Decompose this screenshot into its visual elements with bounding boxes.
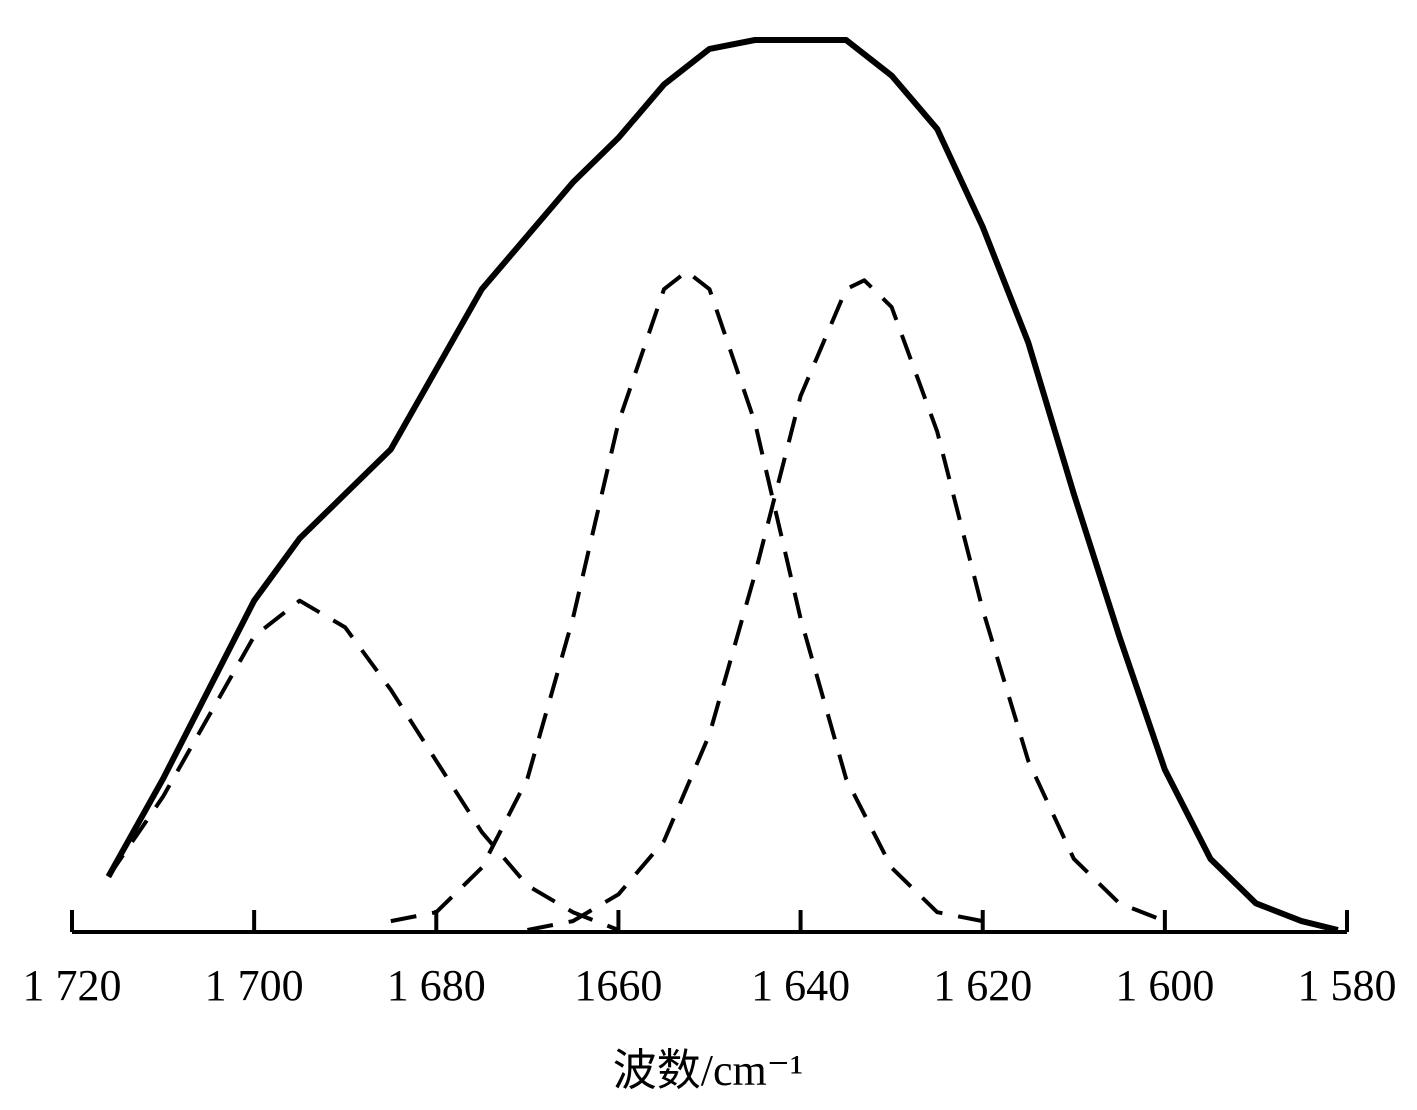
x-tick-label: 1 680	[387, 961, 486, 1010]
fitted-peak	[106, 598, 620, 932]
x-tick-label: 1 580	[1298, 961, 1397, 1010]
fitted-peak	[390, 269, 984, 924]
x-tick-label: 1 700	[205, 961, 304, 1010]
x-tick-label: 1 600	[1115, 961, 1214, 1010]
x-axis-title: 波数/cm⁻¹	[613, 1046, 803, 1095]
x-tick-label: 1 620	[933, 961, 1032, 1010]
x-tick-label: 1 720	[23, 961, 122, 1010]
fitted-peak	[527, 278, 1166, 932]
x-tick-label: 1 640	[751, 961, 850, 1010]
spectrum-line	[105, 37, 1339, 933]
x-tick-label: 1660	[574, 961, 662, 1010]
